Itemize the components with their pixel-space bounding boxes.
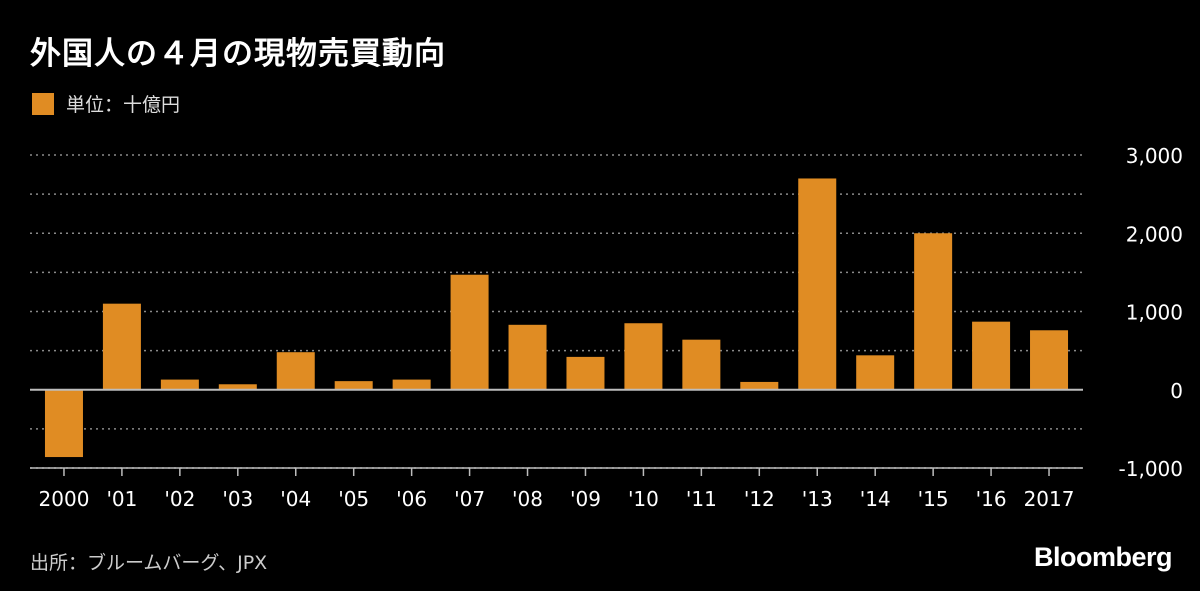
y-tick-label: 0 bbox=[1170, 379, 1183, 403]
bar-03 bbox=[218, 384, 257, 390]
bar-08 bbox=[508, 324, 547, 390]
x-tick-label: '16 bbox=[976, 487, 1007, 511]
legend-swatch bbox=[32, 92, 54, 115]
x-tick-label: '09 bbox=[570, 487, 601, 511]
x-tick-label: '14 bbox=[860, 487, 891, 511]
axes bbox=[30, 388, 1083, 476]
bar-06 bbox=[392, 379, 431, 390]
bar-11 bbox=[682, 339, 721, 390]
x-tick-label: '01 bbox=[106, 487, 137, 511]
bar-13 bbox=[798, 178, 837, 390]
tick-labels: 2000 '01 '02 '03 '04 '05 '06 '07 '08 '09 '10 '11 '12… bbox=[39, 144, 1183, 511]
bars bbox=[44, 178, 1069, 458]
x-tick-label: '04 bbox=[280, 487, 311, 511]
bar-14 bbox=[856, 355, 895, 390]
x-tick-label: '15 bbox=[918, 487, 949, 511]
bar-2000 bbox=[44, 389, 83, 458]
x-tick-label: '10 bbox=[628, 487, 659, 511]
bar-04 bbox=[276, 352, 315, 390]
x-tick-label: '02 bbox=[164, 487, 195, 511]
x-tick-label: '07 bbox=[454, 487, 485, 511]
x-tick-label: '05 bbox=[338, 487, 369, 511]
x-tick-label: '13 bbox=[802, 487, 833, 511]
y-tick-label: 2,000 bbox=[1126, 222, 1183, 246]
bar-02 bbox=[160, 379, 199, 390]
x-tick-label: 2000 bbox=[39, 487, 90, 511]
y-tick-label: 3,000 bbox=[1126, 144, 1183, 168]
legend-label: 単位：十億円 bbox=[66, 94, 181, 116]
source-note: 出所：ブルームバーグ、JPX bbox=[30, 552, 268, 574]
x-tick-label: '11 bbox=[686, 487, 717, 511]
x-tick-label: '03 bbox=[222, 487, 253, 511]
x-tick-label: '12 bbox=[744, 487, 775, 511]
chart-title: 外国人の４月の現物売買動向 bbox=[30, 36, 446, 72]
bar-10 bbox=[624, 323, 663, 390]
bar-05 bbox=[334, 381, 373, 390]
y-tick-label: 1,000 bbox=[1126, 301, 1183, 325]
bar-09 bbox=[566, 356, 605, 390]
x-tick-label: 2017 bbox=[1024, 487, 1075, 511]
bloomberg-logo: Bloomberg bbox=[1033, 542, 1173, 572]
bar-07 bbox=[450, 274, 489, 390]
bar-2017 bbox=[1030, 330, 1069, 390]
bar-12 bbox=[740, 381, 779, 390]
x-tick-label: '08 bbox=[512, 487, 543, 511]
bar-15 bbox=[914, 233, 953, 390]
legend: 単位：十億円 bbox=[32, 90, 180, 117]
y-tick-label: -1,000 bbox=[1119, 457, 1183, 481]
bar-01 bbox=[102, 303, 141, 390]
bar-16 bbox=[972, 321, 1011, 390]
x-tick-label: '06 bbox=[396, 487, 427, 511]
